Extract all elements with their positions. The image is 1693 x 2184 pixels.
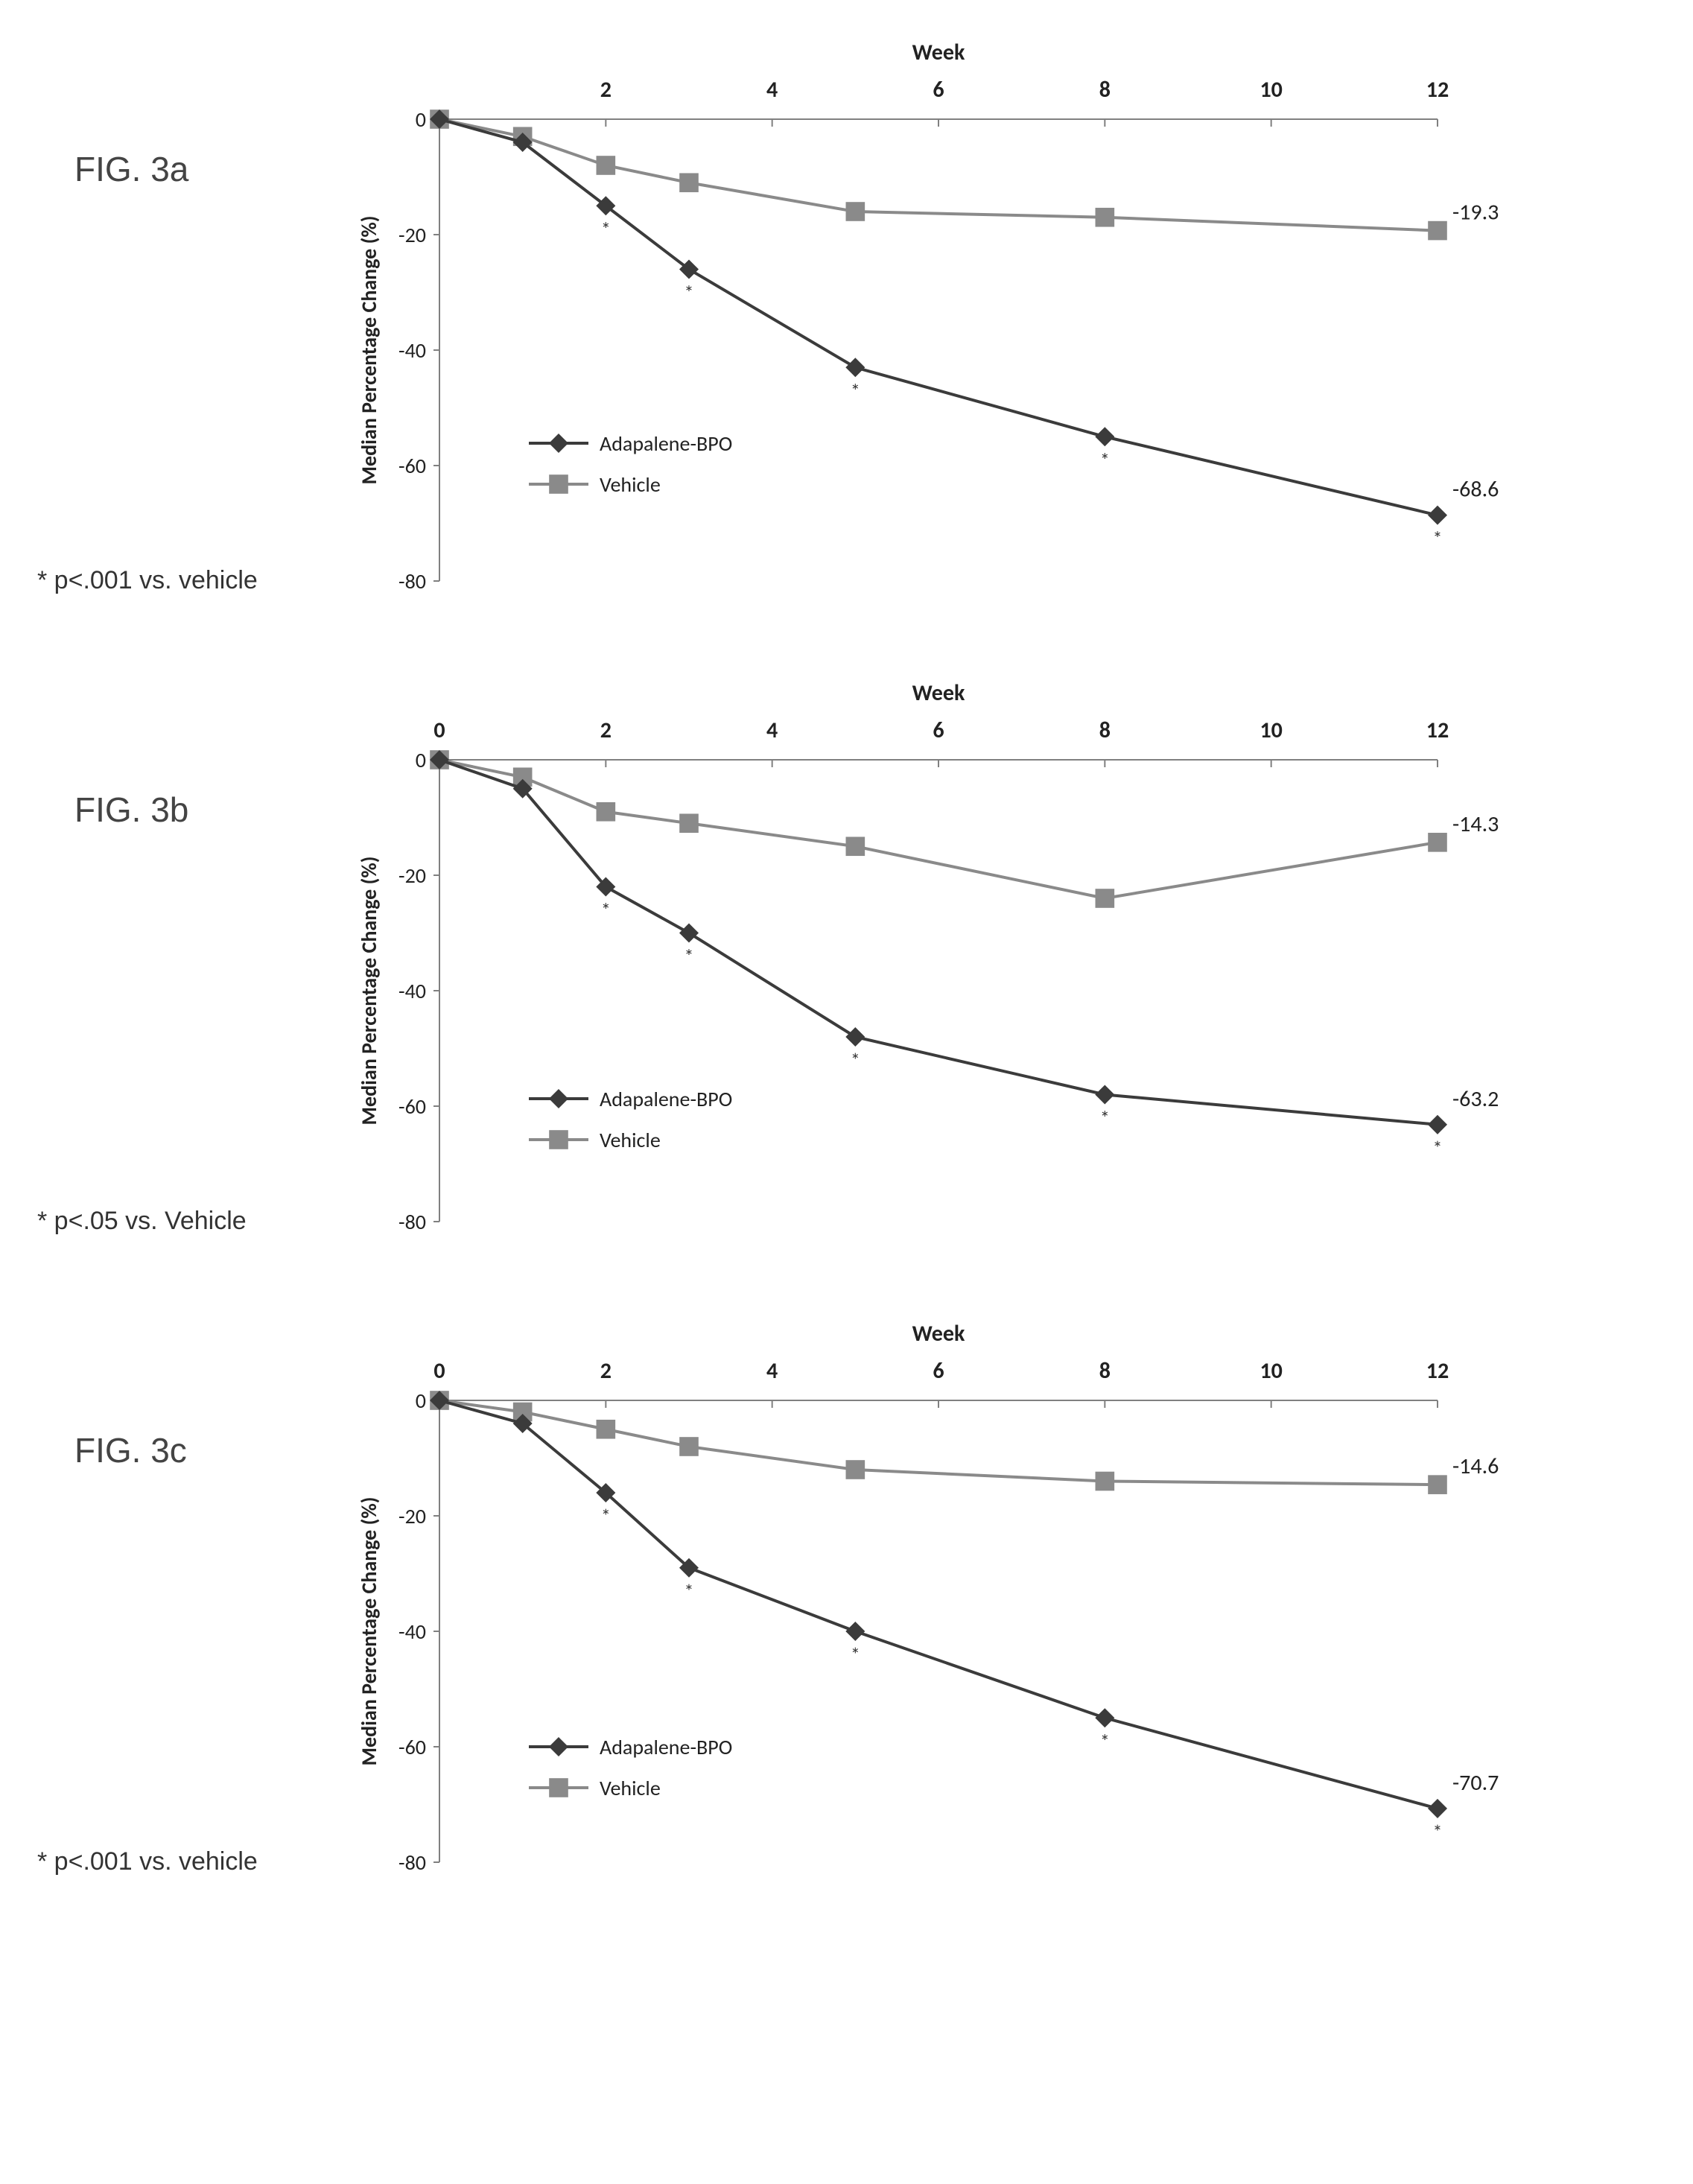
x-tick-label: 8 [1099, 1357, 1111, 1385]
x-tick-label: 6 [933, 1357, 944, 1385]
x-tick-label: 2 [600, 717, 612, 744]
x-tick-label: 4 [766, 717, 778, 744]
x-tick-label: 6 [933, 76, 944, 104]
x-tick-label: 4 [766, 1357, 778, 1385]
y-axis-title: Median Percentage Change (%) [356, 1497, 382, 1766]
treatment-endpoint-label: -63.2 [1452, 1085, 1499, 1113]
y-tick-label: -20 [398, 222, 426, 248]
x-tick-label: 10 [1260, 717, 1282, 744]
chart-svg: Week 0 2 4 6 8 10 12 0 -20 -40 -60 -80 Median Percent… [350, 670, 1542, 1251]
figure-3b: FIG. 3b * p<.05 vs. Vehicle Week 0 2 4 6 8 10 12 0… [30, 670, 1663, 1251]
y-tick-label: -80 [398, 1850, 426, 1876]
footnote: * p<.001 vs. vehicle [37, 566, 258, 595]
significance-star: * [1433, 1820, 1443, 1844]
legend-series1: Adapalene-BPO [600, 431, 732, 457]
chart-wrap: Week 0 2 4 6 8 10 12 0 -20 -40 -60 -80 Median Percent… [350, 670, 1542, 1251]
significance-star: * [684, 1579, 694, 1603]
y-tick-label: -40 [398, 1619, 426, 1645]
figure-3a: FIG. 3a * p<.001 vs. vehicle Week 2 4 6 8 10 12 0… [30, 30, 1663, 611]
x-tick-label: 12 [1426, 1357, 1449, 1385]
significance-star: * [684, 945, 694, 968]
x-tick-label: 0 [433, 717, 445, 744]
chart-wrap: Week 2 4 6 8 10 12 0 -20 -40 -60 -80 Median Percenta… [350, 30, 1542, 611]
y-tick-label: -40 [398, 978, 426, 1004]
x-tick-label: 12 [1426, 717, 1449, 744]
significance-star: * [1433, 1136, 1443, 1160]
chart-wrap: Week 0 2 4 6 8 10 12 0 -20 -40 -60 -80 Median Percent… [350, 1311, 1542, 1892]
y-tick-label: -80 [398, 568, 426, 594]
y-axis-title: Median Percentage Change (%) [356, 216, 382, 485]
figure-3c: FIG. 3c * p<.001 vs. vehicle Week 0 2 4 6 8 10 12… [30, 1311, 1663, 1892]
footnote: * p<.05 vs. Vehicle [37, 1207, 247, 1236]
legend-series2: Vehicle [600, 1775, 661, 1801]
figure-label: FIG. 3a [74, 149, 188, 189]
vehicle-endpoint-label: -14.6 [1452, 1453, 1499, 1480]
significance-star: * [1433, 527, 1443, 550]
significance-star: * [1100, 1729, 1110, 1753]
legend-series1: Adapalene-BPO [600, 1086, 732, 1112]
x-tick-label: 10 [1260, 76, 1282, 104]
y-tick-label: -80 [398, 1209, 426, 1235]
x-tick-label: 6 [933, 717, 944, 744]
significance-star: * [601, 217, 611, 241]
x-tick-label: 2 [600, 1357, 612, 1385]
significance-star: * [684, 281, 694, 305]
y-tick-label: 0 [416, 107, 426, 133]
x-axis-title: Week [912, 1320, 965, 1347]
y-tick-label: -40 [398, 337, 426, 364]
significance-star: * [851, 1048, 860, 1072]
x-tick-label: 2 [600, 76, 612, 104]
chart-svg: Week 0 2 4 6 8 10 12 0 -20 -40 -60 -80 Median Percent… [350, 1311, 1542, 1892]
figure-label: FIG. 3b [74, 790, 188, 830]
y-axis-title: Median Percentage Change (%) [356, 857, 382, 1126]
significance-star: * [851, 378, 860, 402]
significance-star: * [601, 1504, 611, 1528]
treatment-endpoint-label: -70.7 [1452, 1769, 1499, 1797]
vehicle-endpoint-label: -14.3 [1452, 810, 1499, 838]
vehicle-endpoint-label: -19.3 [1452, 199, 1499, 226]
significance-star: * [1100, 1106, 1110, 1130]
x-axis-title: Week [912, 679, 965, 707]
footnote: * p<.001 vs. vehicle [37, 1847, 258, 1876]
x-tick-label: 0 [433, 1357, 445, 1385]
significance-star: * [851, 1642, 860, 1666]
treatment-endpoint-label: -68.6 [1452, 476, 1499, 504]
y-tick-label: -20 [398, 1503, 426, 1529]
y-tick-label: 0 [416, 747, 426, 773]
y-tick-label: 0 [416, 1388, 426, 1414]
chart-svg: Week 2 4 6 8 10 12 0 -20 -40 -60 -80 Median Percenta… [350, 30, 1542, 611]
significance-star: * [601, 898, 611, 922]
legend-series2: Vehicle [600, 1127, 661, 1153]
x-tick-label: 8 [1099, 717, 1111, 744]
significance-star: * [1100, 448, 1110, 472]
legend-series1: Adapalene-BPO [600, 1734, 732, 1760]
x-tick-label: 10 [1260, 1357, 1282, 1385]
y-tick-label: -60 [398, 453, 426, 479]
x-tick-label: 12 [1426, 76, 1449, 104]
legend-series2: Vehicle [600, 472, 661, 498]
y-tick-label: -60 [398, 1093, 426, 1120]
x-tick-label: 4 [766, 76, 778, 104]
figure-label: FIG. 3c [74, 1430, 187, 1470]
x-axis-title: Week [912, 39, 965, 66]
x-tick-label: 8 [1099, 76, 1111, 104]
y-tick-label: -20 [398, 863, 426, 889]
y-tick-label: -60 [398, 1734, 426, 1760]
